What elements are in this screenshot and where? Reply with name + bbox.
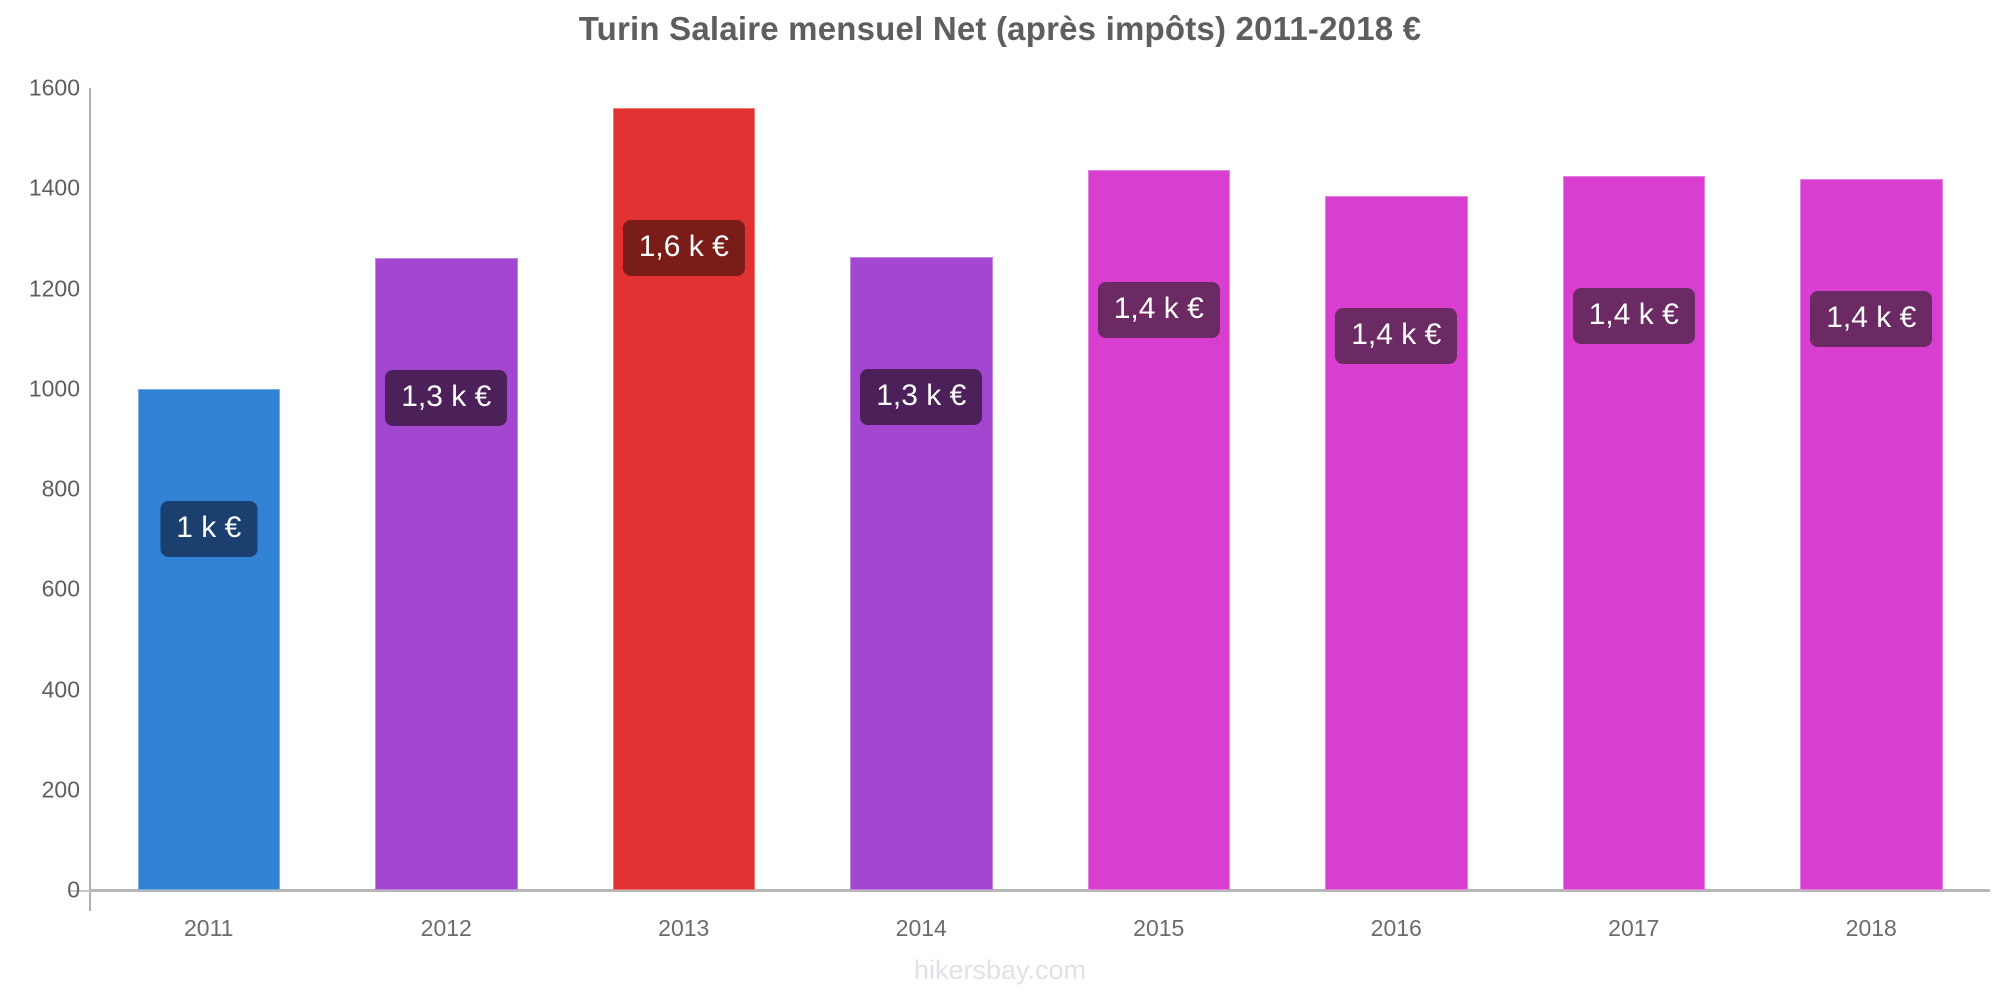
bar-value-label: 1,6 k € xyxy=(622,220,745,277)
chart-title: Turin Salaire mensuel Net (après impôts)… xyxy=(578,10,1422,47)
x-axis-tick-label: 2014 xyxy=(895,915,947,941)
bar-rect xyxy=(1562,176,1705,890)
y-axis-tick-label: 1600 xyxy=(28,74,80,101)
y-axis-tick-label: 600 xyxy=(41,575,80,602)
bar-2014[interactable]: 1,3 k € xyxy=(850,257,993,890)
x-axis-tick-label: 2011 xyxy=(184,915,234,941)
y-axis-line xyxy=(89,88,91,892)
bar-value-label: 1,4 k € xyxy=(1097,281,1220,338)
x-axis-line xyxy=(89,889,1990,892)
watermark: hikersbay.com xyxy=(913,955,1087,985)
y-axis-tick-label: 400 xyxy=(41,676,80,702)
bar-rect xyxy=(137,388,280,890)
y-axis-tick-label: 200 xyxy=(41,776,80,803)
plot-area: 1 k € 1,3 k € 1,6 k € 1,3 k € 1,4 k € 1,4 k €… xyxy=(90,88,1990,890)
bar-value-label: 1 k € xyxy=(160,500,258,557)
bar-2015[interactable]: 1,4 k € xyxy=(1087,169,1230,890)
y-axis-zero-tick-mark xyxy=(68,890,90,892)
bar-value-label: 1,4 k € xyxy=(1810,290,1933,347)
bar-2018[interactable]: 1,4 k € xyxy=(1800,178,1943,890)
bar-2013[interactable]: 1,6 k € xyxy=(612,108,755,890)
bar-value-label: 1,3 k € xyxy=(860,369,983,426)
x-axis-tick-label: 2017 xyxy=(1608,915,1660,941)
x-axis-tick-label: 2015 xyxy=(1133,915,1185,941)
y-axis-tick-label: 0 xyxy=(67,876,80,903)
y-axis-tick-label: 1400 xyxy=(28,174,80,201)
bar-rect xyxy=(850,257,993,890)
bar-2017[interactable]: 1,4 k € xyxy=(1562,176,1705,890)
bar-2011[interactable]: 1 k € xyxy=(137,388,280,890)
bar-rect xyxy=(1325,195,1468,890)
y-axis-tick-label: 1000 xyxy=(28,375,80,402)
x-axis-tick-label: 2016 xyxy=(1370,915,1422,941)
bar-2012[interactable]: 1,3 k € xyxy=(375,258,518,890)
y-axis-tick-label: 1200 xyxy=(28,275,80,301)
y-axis-tick-label: 800 xyxy=(41,475,80,502)
bar-rect xyxy=(375,258,518,890)
bar-rect xyxy=(1087,169,1230,890)
bar-value-label: 1,4 k € xyxy=(1335,307,1458,364)
bar-value-label: 1,3 k € xyxy=(385,370,508,427)
x-axis-tick-label: 2013 xyxy=(658,915,710,941)
y-axis-zero-tick xyxy=(89,889,91,911)
bar-rect xyxy=(1800,178,1943,890)
bar-2016[interactable]: 1,4 k € xyxy=(1325,195,1468,890)
x-axis-tick-label: 2012 xyxy=(420,915,472,941)
bar-value-label: 1,4 k € xyxy=(1572,288,1695,345)
x-axis-tick-label: 2018 xyxy=(1845,915,1897,941)
